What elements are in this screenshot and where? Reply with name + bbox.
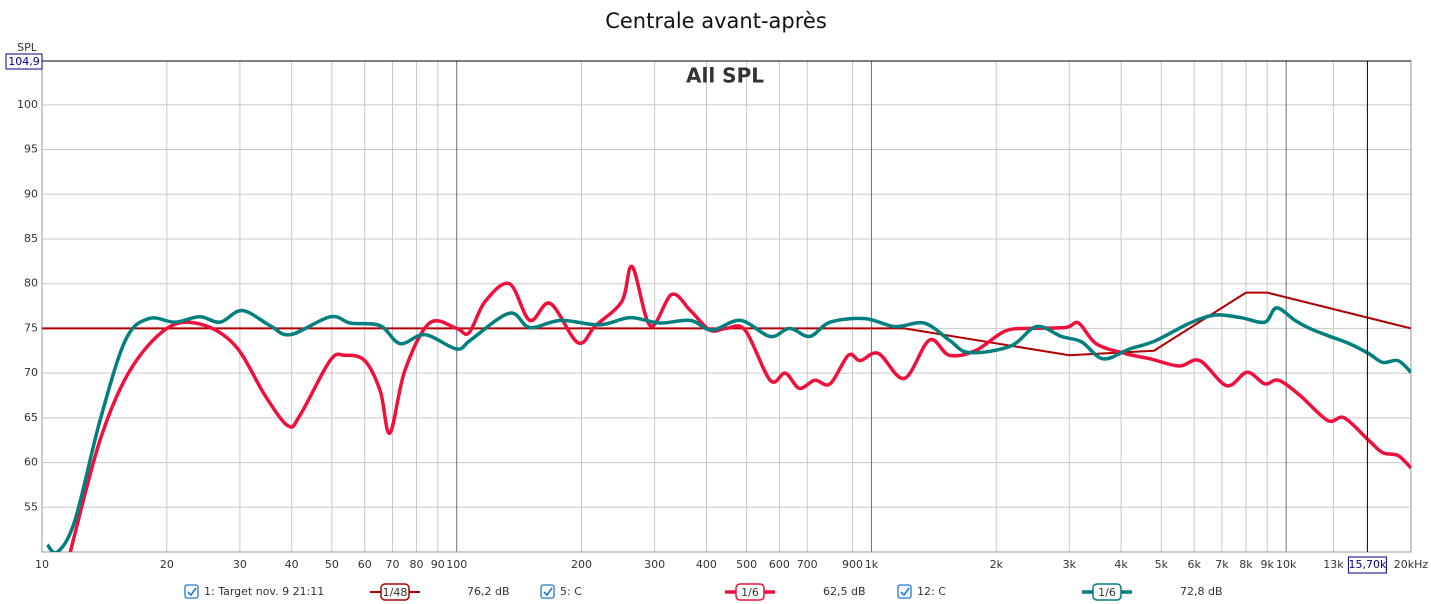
legend-check (900, 587, 910, 597)
x-tick-label: 1k (865, 558, 879, 571)
x-tick-label: 700 (797, 558, 818, 571)
legend-label: 5: C (560, 585, 582, 598)
y-tick-label: 100 (17, 98, 38, 111)
y-tick-label: 65 (24, 411, 38, 424)
legend-readout: 62,5 dB (823, 585, 866, 598)
x-tick-label: 600 (769, 558, 790, 571)
x-tick-label: 20kHz (1394, 558, 1429, 571)
x-tick-label: 500 (736, 558, 757, 571)
x-tick-label: 50 (325, 558, 339, 571)
legend-checkbox (184, 584, 199, 599)
x-tick-label: 6k (1187, 558, 1201, 571)
x-tick-label: 13k (1323, 558, 1344, 571)
x-tick-label: 2k (990, 558, 1004, 571)
y-tick-label: 90 (24, 187, 38, 200)
x-tick-label: 60 (358, 558, 372, 571)
x-tick-label: 7k (1215, 558, 1229, 571)
x-tick-label: 100 (446, 558, 467, 571)
y-tick-label: 75 (24, 321, 38, 334)
legend-smoothing-box (380, 583, 410, 601)
y-tick-label: 85 (24, 232, 38, 245)
x-tick-label: 900 (842, 558, 863, 571)
x-tick-label: 3k (1063, 558, 1077, 571)
x-tick-label: 5k (1155, 558, 1169, 571)
annotation: All SPL (686, 64, 764, 88)
x-tick-label: 90 (431, 558, 445, 571)
series-line (42, 291, 1411, 357)
y-tick-label: 70 (24, 366, 38, 379)
legend-label: 12: C (917, 585, 946, 598)
x-tick-label: 10 (35, 558, 49, 571)
legend-checkbox (540, 584, 555, 599)
y-tick-label: 60 (24, 456, 38, 469)
y-tick-label: 80 (24, 277, 38, 290)
legend-check (187, 587, 197, 597)
legend-label: 1: Target nov. 9 21:11 (204, 585, 324, 598)
y-tick-label: 55 (24, 500, 38, 513)
x-tick-label: 200 (571, 558, 592, 571)
cursor-x-label: 15,70k (1348, 558, 1386, 571)
legend-readout: 72,8 dB (1180, 585, 1223, 598)
x-tick-label: 70 (385, 558, 399, 571)
legend-smoothing-box (1092, 583, 1122, 601)
legend-smoothing: 1/6 (741, 586, 759, 599)
series-line (46, 306, 1411, 552)
y-axis-label: SPL (17, 41, 38, 54)
y-tick-label: 95 (24, 143, 38, 156)
x-tick-label: 10k (1276, 558, 1297, 571)
x-tick-label: 400 (696, 558, 717, 571)
series-line (68, 264, 1411, 552)
x-tick-label: 9k (1260, 558, 1274, 571)
x-tick-label: 30 (233, 558, 247, 571)
x-tick-label: 8k (1239, 558, 1253, 571)
legend-checkbox (897, 584, 912, 599)
cursor-y-box (5, 53, 43, 70)
cursor-x-box (1347, 556, 1387, 574)
legend-smoothing-box (735, 583, 765, 601)
cursor-y-label: 104,9 (8, 55, 40, 68)
x-tick-label: 80 (410, 558, 424, 571)
x-tick-label: 300 (644, 558, 665, 571)
legend-smoothing: 1/48 (383, 586, 408, 599)
legend-readout: 76,2 dB (467, 585, 510, 598)
legend-smoothing: 1/6 (1098, 586, 1116, 599)
x-tick-label: 4k (1114, 558, 1128, 571)
x-tick-label: 20 (160, 558, 174, 571)
legend-check (543, 587, 553, 597)
x-tick-label: 40 (285, 558, 299, 571)
chart-title: Centrale avant-après (605, 9, 827, 33)
